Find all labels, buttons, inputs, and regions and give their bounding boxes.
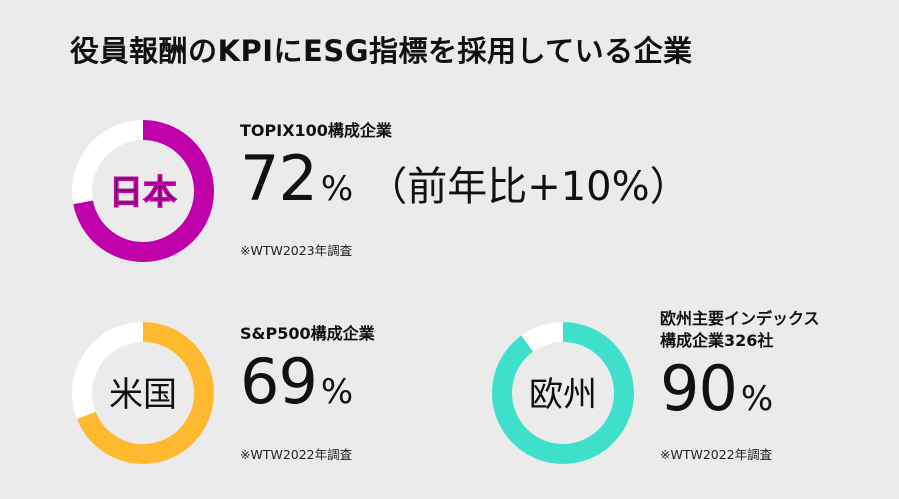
unit-japan: % bbox=[320, 169, 354, 209]
donut-svg-us: 米国 bbox=[72, 322, 214, 464]
caption-europe-line2: 構成企業326社 bbox=[660, 331, 774, 350]
caption-japan: TOPIX100構成企業 bbox=[240, 121, 392, 140]
value-line-japan: 72% （前年比+10%） bbox=[240, 142, 690, 215]
donut-arc-japan bbox=[73, 120, 214, 262]
caption-us: S&P500構成企業 bbox=[240, 324, 375, 343]
donut-arc-europe bbox=[492, 322, 634, 464]
unit-europe: % bbox=[740, 379, 774, 419]
donut-chart-japan: 日本 bbox=[68, 116, 218, 266]
unit-us: % bbox=[320, 372, 354, 412]
yoy-change-japan: （前年比+10%） bbox=[367, 164, 690, 210]
value-line-europe: 90% bbox=[660, 352, 773, 425]
value-europe: 90 bbox=[660, 352, 738, 425]
source-japan: ※WTW2023年調査 bbox=[240, 243, 353, 258]
donut-svg-europe: 欧州 bbox=[492, 322, 634, 464]
donut-chart-europe: 欧州 bbox=[488, 318, 638, 468]
source-us: ※WTW2022年調査 bbox=[240, 447, 353, 462]
page-title: 役員報酬のKPIにESG指標を採用している企業 bbox=[70, 34, 693, 68]
value-japan: 72 bbox=[240, 142, 318, 215]
donut-svg-japan: 日本 bbox=[72, 120, 214, 262]
value-line-us: 69% bbox=[240, 345, 353, 418]
country-label-japan: 日本 bbox=[109, 173, 177, 213]
source-europe: ※WTW2022年調査 bbox=[660, 447, 773, 462]
value-us: 69 bbox=[240, 345, 318, 418]
country-label-us: 米国 bbox=[109, 375, 177, 415]
country-label-europe: 欧州 bbox=[529, 375, 597, 415]
donut-arc-us bbox=[76, 322, 214, 464]
caption-europe-line1: 欧州主要インデックス bbox=[660, 309, 820, 328]
donut-chart-us: 米国 bbox=[68, 318, 218, 468]
